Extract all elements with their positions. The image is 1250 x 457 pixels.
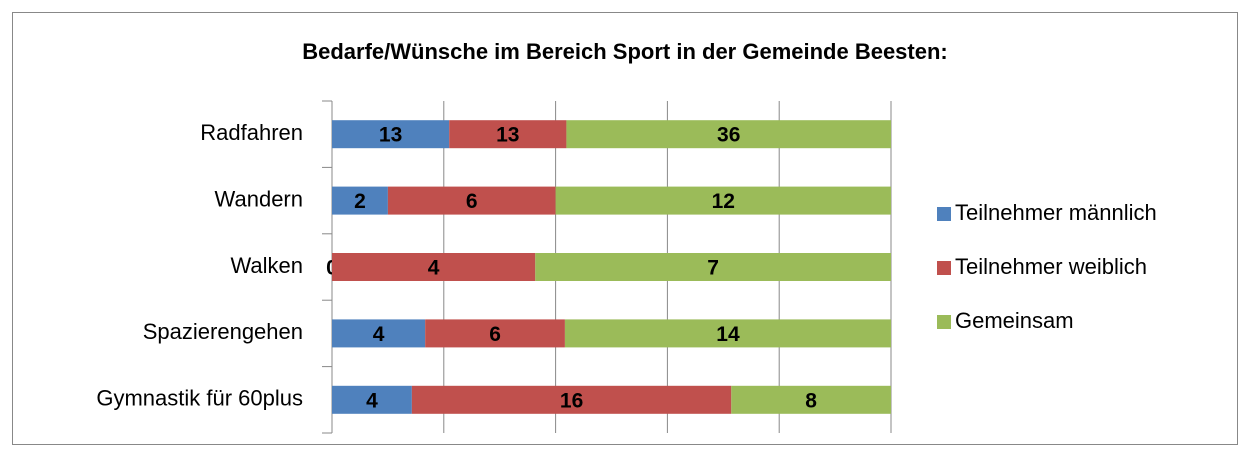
data-label: 4 [373, 323, 385, 346]
chart-title: Bedarfe/Wünsche im Bereich Sport in der … [302, 39, 948, 64]
legend-label: Gemeinsam [955, 308, 1074, 333]
bar-segment [564, 319, 891, 348]
data-label: 13 [496, 124, 519, 147]
data-label: 8 [805, 389, 817, 412]
bar-segment [535, 253, 891, 281]
data-label: 6 [466, 190, 478, 213]
data-label: 13 [379, 124, 402, 147]
data-label: 4 [428, 257, 440, 280]
bar-segment [387, 186, 556, 215]
data-label: 4 [366, 389, 378, 412]
data-label: 14 [716, 323, 740, 346]
legend-swatch [937, 315, 951, 329]
y-tick-label: Wandern [215, 186, 303, 211]
data-label: 2 [354, 190, 366, 213]
bar-segment [411, 385, 732, 414]
bar-segment [332, 186, 388, 215]
legend-swatch [937, 207, 951, 221]
data-label: 7 [707, 257, 719, 280]
legend-label: Teilnehmer weiblich [955, 254, 1147, 279]
y-tick-label: Spazierengehen [143, 319, 303, 344]
chart-frame [12, 12, 1238, 445]
bar-segment [449, 120, 567, 149]
bar-segment [332, 319, 426, 348]
y-tick-label: Gymnastik für 60plus [96, 386, 303, 411]
legend-swatch [937, 261, 951, 275]
bar-segment [332, 120, 450, 149]
bar-segment [731, 385, 891, 414]
legend-label: Teilnehmer männlich [955, 200, 1157, 225]
bar-segment [555, 186, 891, 215]
bar-segment [332, 385, 412, 414]
data-label: 6 [489, 323, 501, 346]
bar-segment [566, 120, 891, 149]
bar-segment [332, 253, 536, 281]
data-label: 16 [560, 389, 583, 412]
y-tick-label: Radfahren [200, 120, 303, 145]
y-tick-label: Walken [230, 253, 303, 278]
bar-segment [425, 319, 565, 348]
data-label: 36 [717, 124, 740, 147]
data-label: 12 [712, 190, 735, 213]
